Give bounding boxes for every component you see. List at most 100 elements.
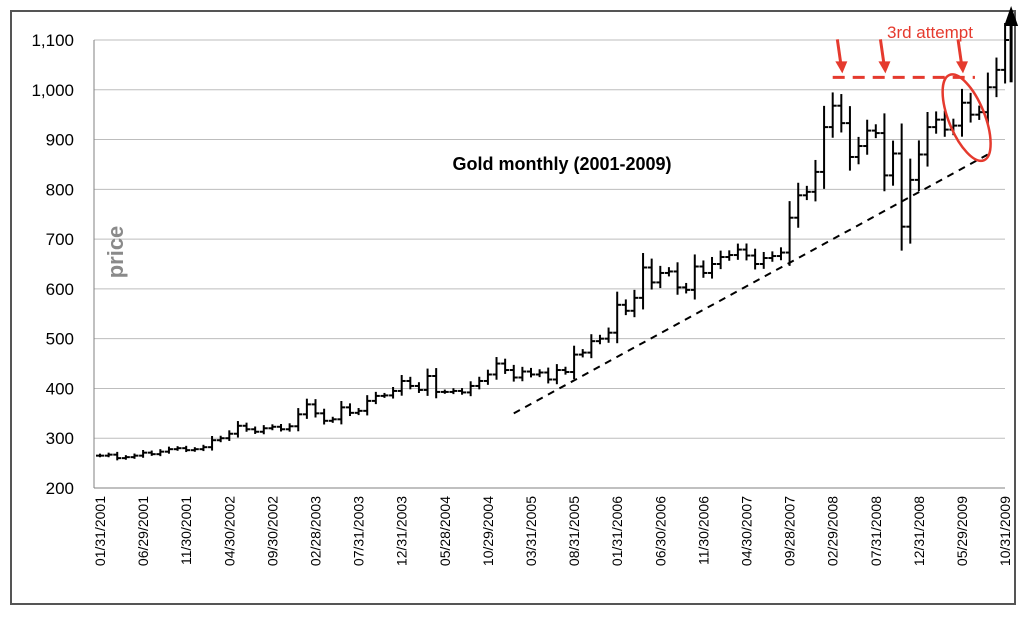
price-bar	[647, 258, 656, 290]
price-bar	[389, 387, 398, 399]
price-bar	[828, 92, 837, 138]
price-bar	[121, 455, 130, 460]
x-tick-label: 10/31/2009	[997, 496, 1013, 566]
price-bar	[837, 94, 846, 133]
price-bar	[259, 425, 268, 435]
price-bar	[673, 262, 682, 295]
x-tick-label: 10/29/2004	[480, 496, 496, 566]
price-bars	[96, 22, 1010, 461]
price-bar	[509, 364, 518, 382]
x-tick-label: 05/29/2009	[954, 496, 970, 566]
price-bar	[733, 243, 742, 260]
price-bar	[768, 251, 777, 262]
price-bar	[242, 422, 251, 432]
price-bar	[518, 366, 527, 382]
price-bar	[458, 388, 467, 395]
price-bar	[96, 453, 104, 458]
price-bar	[621, 299, 630, 316]
x-tick-label: 01/31/2001	[92, 496, 108, 566]
price-bar	[216, 435, 225, 443]
price-bar	[570, 345, 579, 380]
chart-frame	[10, 10, 1016, 605]
price-bar	[699, 260, 708, 278]
price-bar	[440, 389, 449, 394]
price-bar	[449, 388, 458, 395]
x-tick-label: 02/29/2008	[825, 496, 841, 566]
price-bar	[225, 430, 234, 441]
attempt-arrowhead	[835, 61, 848, 74]
x-tick-label: 02/28/2003	[308, 496, 324, 566]
x-tick-label: 12/31/2008	[911, 496, 927, 566]
price-bar	[889, 140, 898, 186]
annotation-label: 3rd attempt	[887, 23, 973, 42]
price-bar	[656, 265, 665, 289]
y-tick-label: 500	[46, 330, 74, 349]
annotation-ellipse	[941, 73, 992, 163]
x-tick-label: 09/30/2002	[264, 496, 280, 566]
x-tick-label: 08/31/2005	[566, 496, 582, 566]
price-bar	[139, 449, 148, 458]
price-bar	[613, 291, 622, 344]
price-bar	[164, 446, 173, 454]
support-trendline	[513, 153, 989, 415]
price-bar	[630, 289, 639, 318]
price-bar	[354, 408, 363, 416]
price-bar	[587, 334, 596, 359]
price-bar	[406, 376, 415, 390]
price-bar	[742, 243, 751, 261]
x-tick-label: 03/31/2005	[523, 496, 539, 566]
price-bar	[785, 201, 794, 266]
price-bar	[466, 381, 475, 397]
y-tick-label: 900	[46, 131, 74, 150]
price-bar	[268, 424, 277, 431]
price-bar	[992, 57, 1001, 98]
price-bar	[604, 327, 613, 343]
price-bar	[958, 88, 966, 137]
y-tick-label: 200	[46, 479, 74, 498]
price-bar	[294, 408, 303, 432]
price-bar	[423, 368, 432, 396]
price-bar	[104, 452, 113, 458]
price-bar	[285, 423, 294, 432]
price-bar	[501, 358, 510, 374]
price-bar	[664, 267, 673, 277]
price-bar	[337, 401, 346, 425]
annotations: 3rd attempt	[513, 6, 1019, 415]
x-tick-label: 04/30/2007	[739, 496, 755, 566]
price-bar	[535, 369, 544, 378]
price-bar	[345, 403, 354, 417]
price-bar	[776, 247, 785, 261]
price-bar	[708, 256, 717, 279]
price-bar	[147, 450, 156, 456]
price-bar	[759, 251, 768, 269]
price-bar	[320, 408, 329, 425]
y-tick-label: 400	[46, 379, 74, 398]
price-bar	[527, 367, 535, 378]
price-bar	[397, 375, 406, 396]
price-bar	[328, 416, 337, 423]
price-bar	[595, 334, 604, 345]
price-bar	[871, 124, 880, 139]
price-bar	[897, 123, 906, 251]
y-tick-label: 300	[46, 429, 74, 448]
price-bar	[682, 282, 691, 294]
price-bar	[794, 182, 803, 228]
breakout-arrowhead	[1004, 6, 1019, 26]
y-tick-label: 600	[46, 280, 74, 299]
y-axis-label: price	[103, 226, 128, 279]
price-bar	[578, 349, 587, 358]
attempt-arrowhead	[956, 61, 968, 74]
price-bar	[880, 113, 889, 192]
price-bar	[414, 382, 423, 393]
price-bar	[199, 444, 208, 452]
price-bar	[802, 185, 811, 201]
x-tick-label: 09/28/2007	[782, 496, 798, 566]
price-bar	[561, 366, 570, 375]
x-tick-label: 07/31/2008	[868, 496, 884, 566]
price-bar	[380, 392, 389, 398]
price-bar	[932, 111, 941, 134]
x-tick-label: 04/30/2002	[221, 496, 237, 566]
price-bar	[483, 369, 492, 385]
y-tick-label: 1,100	[31, 31, 74, 50]
